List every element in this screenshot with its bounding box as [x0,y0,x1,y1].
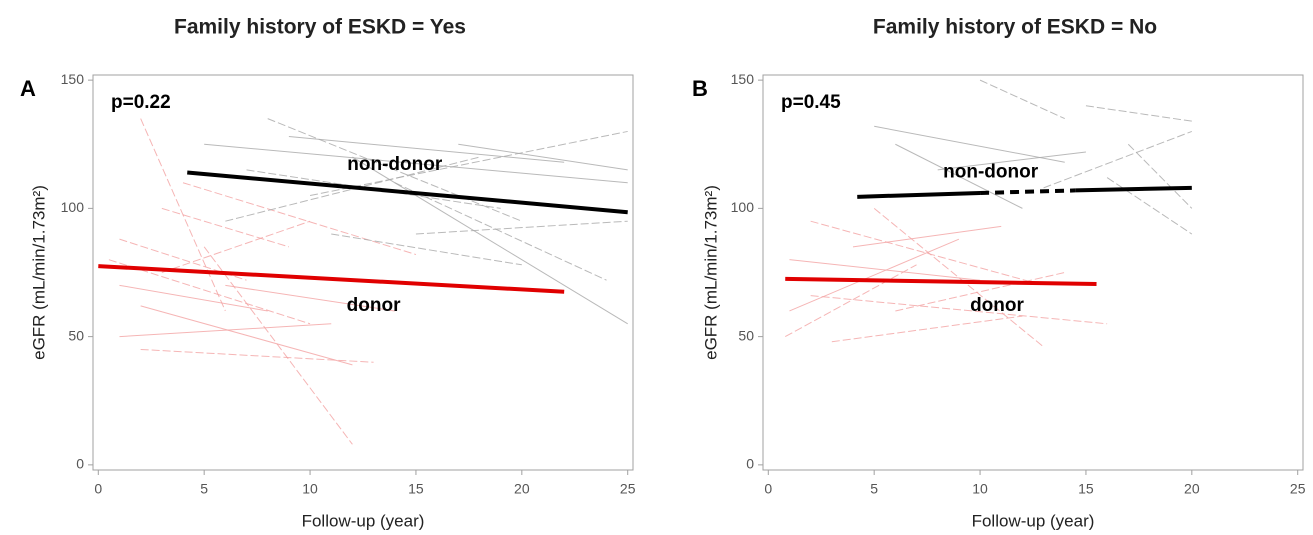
x-tick-label: 25 [620,481,636,497]
trajectory [267,118,523,222]
trajectory [784,264,917,338]
x-axis-label: Follow-up (year) [972,511,1095,530]
x-tick-label: 20 [514,481,530,497]
panel-title: Family history of ESKD = No [873,16,1157,39]
x-tick-label: 15 [408,481,424,497]
trajectory [874,125,1065,163]
trajectory [119,323,332,338]
trajectory [161,220,311,273]
mean-line [1075,185,1192,193]
trajectory [895,143,1023,209]
mean-line [785,276,1097,287]
x-tick-label: 5 [200,481,208,497]
x-tick-label: 5 [870,481,878,497]
trajectory [331,233,522,266]
x-tick-label: 15 [1078,481,1094,497]
trajectory [161,207,290,248]
series-label: non-donor [943,161,1039,182]
mean-line [857,190,981,199]
y-tick-label: 0 [746,456,754,472]
series-label: donor [347,295,401,316]
trajectory [979,79,1065,120]
trajectory [810,295,1108,325]
plot-area [784,79,1193,348]
series-label: non-donor [347,154,443,175]
mean-line [98,264,565,294]
plot-area [98,118,628,445]
trajectory [789,238,960,312]
trajectory [1106,177,1193,235]
trajectory [873,207,1044,348]
trajectory [140,305,353,366]
x-tick-label: 0 [94,481,102,497]
x-tick-label: 25 [1290,481,1306,497]
x-tick-label: 10 [302,481,318,497]
x-tick-label: 10 [972,481,988,497]
trajectory [937,151,1087,171]
trajectory [394,182,607,281]
trajectory [182,182,417,256]
trajectory [309,130,628,197]
trajectory [119,284,268,312]
plot-frame [762,74,1304,471]
trajectory [895,272,1065,312]
trajectory [140,348,374,363]
trajectory [1127,143,1193,209]
trajectory [852,225,1002,248]
y-tick-label: 100 [731,199,755,215]
panel-label: A [20,76,36,101]
trajectory [1043,130,1193,189]
trajectory [203,246,353,445]
trajectory [789,259,981,281]
p-value: p=0.45 [781,92,841,113]
trajectory [288,136,565,163]
trajectory [458,143,628,171]
trajectory [1085,105,1192,122]
x-axis-label: Follow-up (year) [302,511,425,530]
trajectory [415,220,628,235]
trajectory [225,284,395,312]
y-tick-label: 0 [76,456,84,472]
panel-label: B [692,76,708,101]
trajectory [204,143,628,184]
y-tick-label: 150 [731,71,755,87]
p-value: p=0.22 [111,92,171,113]
trajectory [810,220,1044,286]
plot-frame [92,74,634,471]
trajectory [831,315,1023,343]
y-tick-label: 50 [68,327,84,343]
y-axis-label: eGFR (mL/min/1.73m²) [29,185,48,360]
series-label: donor [970,295,1024,316]
y-tick-label: 100 [61,199,85,215]
y-axis-label: eGFR (mL/min/1.73m²) [701,185,720,360]
y-tick-label: 150 [61,71,85,87]
x-tick-label: 0 [764,481,772,497]
panel-title: Family history of ESKD = Yes [174,16,466,39]
x-tick-label: 20 [1184,481,1200,497]
mean-line [980,188,1076,195]
mean-line [187,170,628,215]
y-tick-label: 50 [738,327,754,343]
